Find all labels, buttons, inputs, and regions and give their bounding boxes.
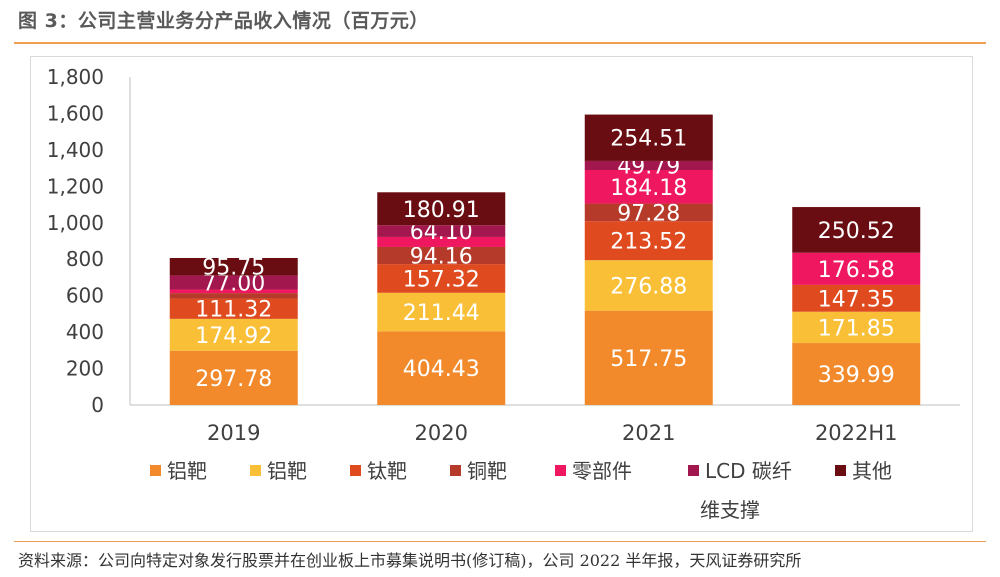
legend-swatch (250, 465, 261, 476)
legend-label: 铜靶 (467, 459, 507, 483)
data-label: 276.88 (610, 274, 687, 299)
bar-segment (377, 236, 506, 247)
data-label: 97.28 (617, 201, 680, 226)
legend-label: 铝靶 (267, 459, 307, 483)
legend-label: 铝靶 (167, 459, 207, 483)
data-label: 254.51 (610, 127, 687, 152)
y-tick-label: 1,400 (47, 138, 104, 162)
data-label: 111.32 (195, 298, 272, 323)
y-tick-label: 0 (91, 393, 104, 417)
data-label: 250.52 (818, 219, 895, 244)
x-category-label: 2021 (622, 421, 675, 445)
y-tick-label: 1,200 (47, 174, 104, 198)
bar-segment (377, 331, 506, 405)
data-label: 77.00 (202, 271, 265, 296)
data-label: 95.75 (202, 256, 265, 281)
bar-segment (169, 257, 298, 276)
legend-label: 其他 (852, 459, 892, 483)
bar-segment (792, 207, 921, 253)
bar-segment (377, 292, 506, 332)
bar-segment (169, 293, 298, 299)
bar-segment (792, 343, 921, 405)
y-tick-label: 400 (66, 320, 104, 344)
legend-swatch (150, 465, 161, 476)
bar-segment (377, 225, 506, 237)
data-label: 174.92 (195, 324, 272, 349)
bar-segment (584, 170, 713, 204)
bar-segment (169, 275, 298, 290)
y-tick-label: 1,600 (47, 101, 104, 125)
bar-segment (169, 298, 298, 319)
chart-title: 图 3：公司主营业务分产品收入情况（百万元） (18, 10, 429, 32)
bar-segment (169, 350, 298, 405)
bar-segment (169, 318, 298, 351)
legend-label: 钛靶 (367, 459, 407, 483)
data-label: 211.44 (403, 301, 480, 326)
bar-segment (584, 203, 713, 222)
data-label: 517.75 (610, 347, 687, 372)
legend-swatch (350, 465, 361, 476)
y-axis-ticks: 0 200 400 600 800 1,000 1,200 1,400 1,600 1,800 (47, 65, 104, 417)
title-underline (14, 42, 986, 44)
data-label: 339.99 (818, 363, 895, 388)
bar-segment (792, 252, 921, 285)
data-label: 157.32 (403, 267, 480, 292)
y-tick-label: 800 (66, 247, 104, 271)
chart-frame (30, 56, 973, 532)
data-label: 171.85 (818, 316, 895, 341)
y-tick-label: 200 (66, 357, 104, 381)
x-category-label: 2022H1 (815, 421, 898, 445)
data-label: 147.35 (818, 287, 895, 312)
bar-segment (377, 246, 506, 265)
x-category-label: 2020 (415, 421, 468, 445)
legend-swatch (688, 465, 699, 476)
legend-label: LCD 碳纤 (705, 459, 792, 483)
data-label: 94.16 (410, 245, 473, 270)
data-label: 404.43 (403, 357, 480, 382)
data-label: 176.58 (818, 258, 895, 283)
y-tick-label: 1,800 (47, 65, 104, 89)
legend-swatch (450, 465, 461, 476)
y-tick-label: 600 (66, 284, 104, 308)
y-tick-label: 1,000 (47, 211, 104, 235)
data-label: 184.18 (610, 176, 687, 201)
bar-segment (377, 264, 506, 293)
bar-segment (169, 289, 298, 294)
bar-segment (792, 311, 921, 344)
data-label: 297.78 (195, 367, 272, 392)
source-note: 资料来源：公司向特定对象发行股票并在创业板上市募集说明书(修订稿)，公司 202… (18, 551, 802, 570)
bar-segment (584, 114, 713, 161)
bar-segment (584, 260, 713, 311)
bar-segment (377, 192, 506, 226)
legend-swatch (835, 465, 846, 476)
footer-rule (14, 541, 986, 542)
legend-label: 零部件 (572, 459, 632, 483)
x-category-label: 2019 (207, 421, 260, 445)
data-label: 180.91 (403, 198, 480, 223)
bar-segment (584, 160, 713, 171)
x-axis-categories: 2019 2020 2021 2022H1 (207, 421, 898, 445)
legend-label-continued: 维支撑 (700, 498, 760, 522)
bar-segment (792, 284, 921, 312)
legend-swatch (555, 465, 566, 476)
bar-segment (584, 310, 713, 405)
data-label: 213.52 (610, 230, 687, 255)
bar-segment (584, 221, 713, 261)
